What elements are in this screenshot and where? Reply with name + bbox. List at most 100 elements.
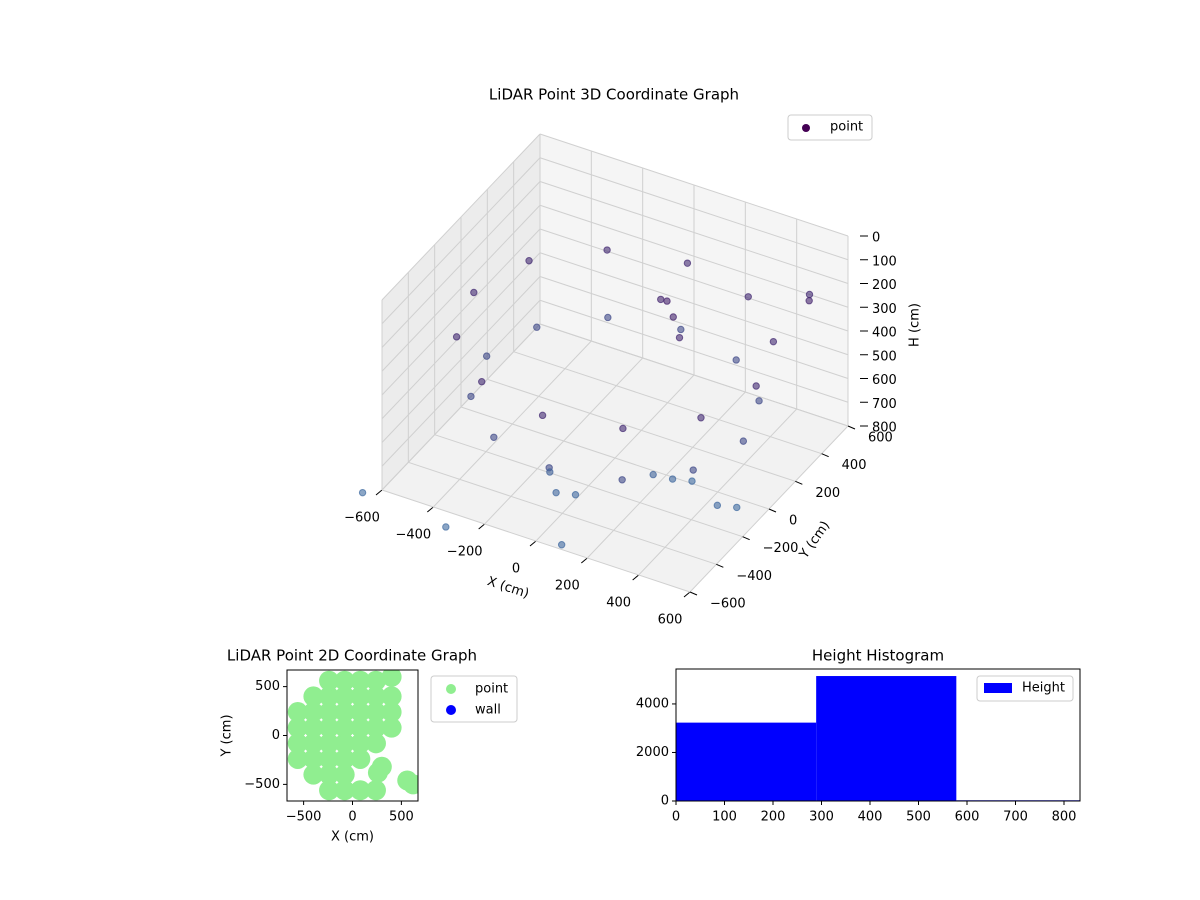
point xyxy=(350,780,371,801)
point xyxy=(334,717,355,738)
point xyxy=(287,702,308,723)
grid-line xyxy=(381,299,541,467)
point xyxy=(303,764,324,785)
point xyxy=(319,670,340,691)
point xyxy=(334,702,355,723)
point xyxy=(303,686,324,707)
grid-line xyxy=(487,378,796,482)
y-axis-label: Y (cm) xyxy=(220,714,235,757)
plot-area xyxy=(676,676,1080,801)
point xyxy=(603,246,611,254)
x-tick-label: 600 xyxy=(658,613,683,628)
point xyxy=(683,259,692,267)
y-tick xyxy=(795,480,803,485)
plot-area xyxy=(287,670,418,801)
point xyxy=(557,541,566,549)
legend: Height xyxy=(976,675,1074,702)
legend-label: Height xyxy=(1022,681,1065,696)
y-tick xyxy=(689,591,698,596)
x-tick-label: −500 xyxy=(286,810,322,825)
point xyxy=(365,733,386,754)
point xyxy=(319,780,340,801)
y-tick xyxy=(847,425,856,430)
x-tick xyxy=(632,574,639,581)
point xyxy=(350,733,371,754)
bar xyxy=(676,722,817,801)
x-tick xyxy=(529,540,537,547)
axes-2d: −500 0 500 −500 0 500 X (cm) Y (cm) point wall xyxy=(220,669,518,845)
grid-line xyxy=(381,228,541,396)
x-tick-label: 200 xyxy=(555,579,580,594)
point xyxy=(319,764,340,785)
point xyxy=(319,686,340,707)
point xyxy=(739,437,748,445)
point xyxy=(752,382,760,390)
grid-line xyxy=(539,323,849,427)
x-tick-label: −200 xyxy=(447,545,483,560)
x-tick-label: 100 xyxy=(712,810,737,825)
title-hist: Height Histogram xyxy=(812,647,944,665)
point xyxy=(403,774,418,795)
grid-line xyxy=(539,181,849,284)
point xyxy=(365,780,386,801)
point xyxy=(365,670,386,691)
point xyxy=(334,780,355,801)
point xyxy=(365,702,386,723)
z-tick-label: 500 xyxy=(872,349,897,364)
point xyxy=(287,733,308,754)
point xyxy=(319,733,340,754)
grid-line xyxy=(381,133,541,301)
y-tick-label: −600 xyxy=(710,597,746,612)
point xyxy=(733,503,741,512)
point xyxy=(334,670,355,691)
legend-marker xyxy=(446,684,456,694)
point xyxy=(350,717,371,738)
point xyxy=(381,670,402,687)
grid-line xyxy=(408,461,717,565)
point xyxy=(769,337,778,346)
legend: point wall xyxy=(430,675,518,723)
point xyxy=(713,501,722,510)
title-2d: LiDAR Point 2D Coordinate Graph xyxy=(227,647,477,665)
point xyxy=(350,702,371,723)
x-tick xyxy=(478,523,485,530)
point xyxy=(334,686,355,707)
point xyxy=(303,717,324,738)
grid-line xyxy=(539,276,849,379)
point xyxy=(287,748,308,769)
point xyxy=(334,733,355,754)
legend-label: wall xyxy=(475,703,501,718)
point xyxy=(688,477,696,485)
point xyxy=(365,686,386,707)
point xyxy=(303,702,324,723)
y-tick xyxy=(821,453,829,458)
point xyxy=(689,466,697,474)
point xyxy=(668,475,677,483)
point xyxy=(533,323,541,331)
x-tick-label: 500 xyxy=(389,810,414,825)
point xyxy=(358,488,367,497)
point xyxy=(604,313,612,322)
grid-line xyxy=(539,252,849,356)
x-tick-label: 500 xyxy=(906,810,931,825)
legend-label: point xyxy=(475,682,508,697)
x-axis-label: X (cm) xyxy=(331,830,374,845)
y-tick-label: −500 xyxy=(244,777,280,792)
x-tick-label: 800 xyxy=(1052,810,1077,825)
legend-swatch xyxy=(984,683,1012,693)
legend: point xyxy=(787,114,873,141)
axes-hist: 0 100 200 300 400 500 600 700 800 0 2000 4000 Height xyxy=(636,668,1081,825)
point xyxy=(334,764,355,785)
point xyxy=(371,756,392,777)
point xyxy=(552,488,560,497)
x-tick-label: 700 xyxy=(1003,810,1028,825)
point xyxy=(334,748,355,769)
point xyxy=(744,293,752,301)
point xyxy=(452,333,461,341)
y-tick xyxy=(768,508,777,513)
z-tick-label: 100 xyxy=(872,254,897,269)
y-tick-label: 2000 xyxy=(636,745,669,760)
point xyxy=(619,424,627,433)
grid-line xyxy=(539,133,849,237)
point xyxy=(365,717,386,738)
